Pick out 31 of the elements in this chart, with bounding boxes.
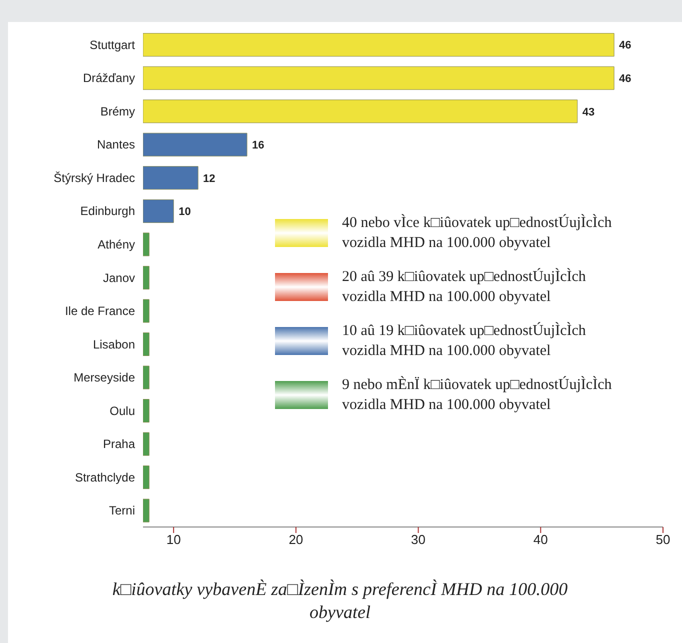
data-label: 10 — [178, 206, 191, 218]
data-label: 43 — [582, 106, 595, 118]
x-tick-label: 10 — [166, 532, 181, 548]
y-tick-label: Štýrský Hradec — [54, 170, 135, 185]
y-tick-label: Drážďany — [82, 71, 135, 86]
legend-label: 10 aû 19 k□iûovatek up□ednostÚujÌcÌch vozidla MHD na 100.000 obyvatel — [342, 321, 587, 361]
y-tick-label: Oulu — [110, 404, 135, 418]
y-tick-label: Lisabon — [92, 337, 135, 352]
data-label: 46 — [619, 72, 632, 85]
y-tick-label: Brémy — [100, 104, 135, 118]
x-tick-label: 40 — [533, 532, 548, 548]
legend-label: 20 aû 39 k□iûovatek up□ednostÚujÌcÌch vozidla MHD na 100.000 obyvatel — [342, 267, 587, 307]
y-tick-label: Athény — [98, 237, 135, 252]
x-tick-label: 30 — [411, 532, 426, 548]
y-tick-label: Edinburgh — [80, 204, 135, 218]
data-label: 16 — [252, 140, 264, 152]
y-tick-label: Terni — [108, 504, 135, 518]
y-tick-label: Stuttgart — [90, 38, 136, 52]
x-tick-label: 20 — [288, 532, 304, 548]
y-tick-label: Nantes — [96, 138, 135, 152]
x-tick-label: 50 — [656, 532, 670, 548]
data-label: 12 — [203, 172, 216, 185]
y-tick-label: Praha — [102, 437, 136, 452]
x-axis-title: k□iûovatky vybavenÈ za□ÌzenÌm s preferencÌ MHD na 100.000 obyvatel — [111, 578, 569, 624]
y-tick-label: Strathclyde — [74, 470, 136, 484]
legend-label: 40 nebo vÌce k□iûovatek up□ednostÚujÌcÌch vozidla MHD na 100.000 obyvatel — [342, 213, 613, 253]
data-label: 46 — [619, 40, 632, 52]
y-tick-label: Janov — [102, 270, 135, 285]
y-tick-label: Merseyside — [74, 370, 136, 385]
legend-label: 9 nebo mÈnÏ k□iûovatek up□ednostÚujÌcÌch vozidla MHD na 100.000 obyvatel — [342, 375, 613, 415]
y-tick-label: Ile de France — [64, 304, 136, 318]
